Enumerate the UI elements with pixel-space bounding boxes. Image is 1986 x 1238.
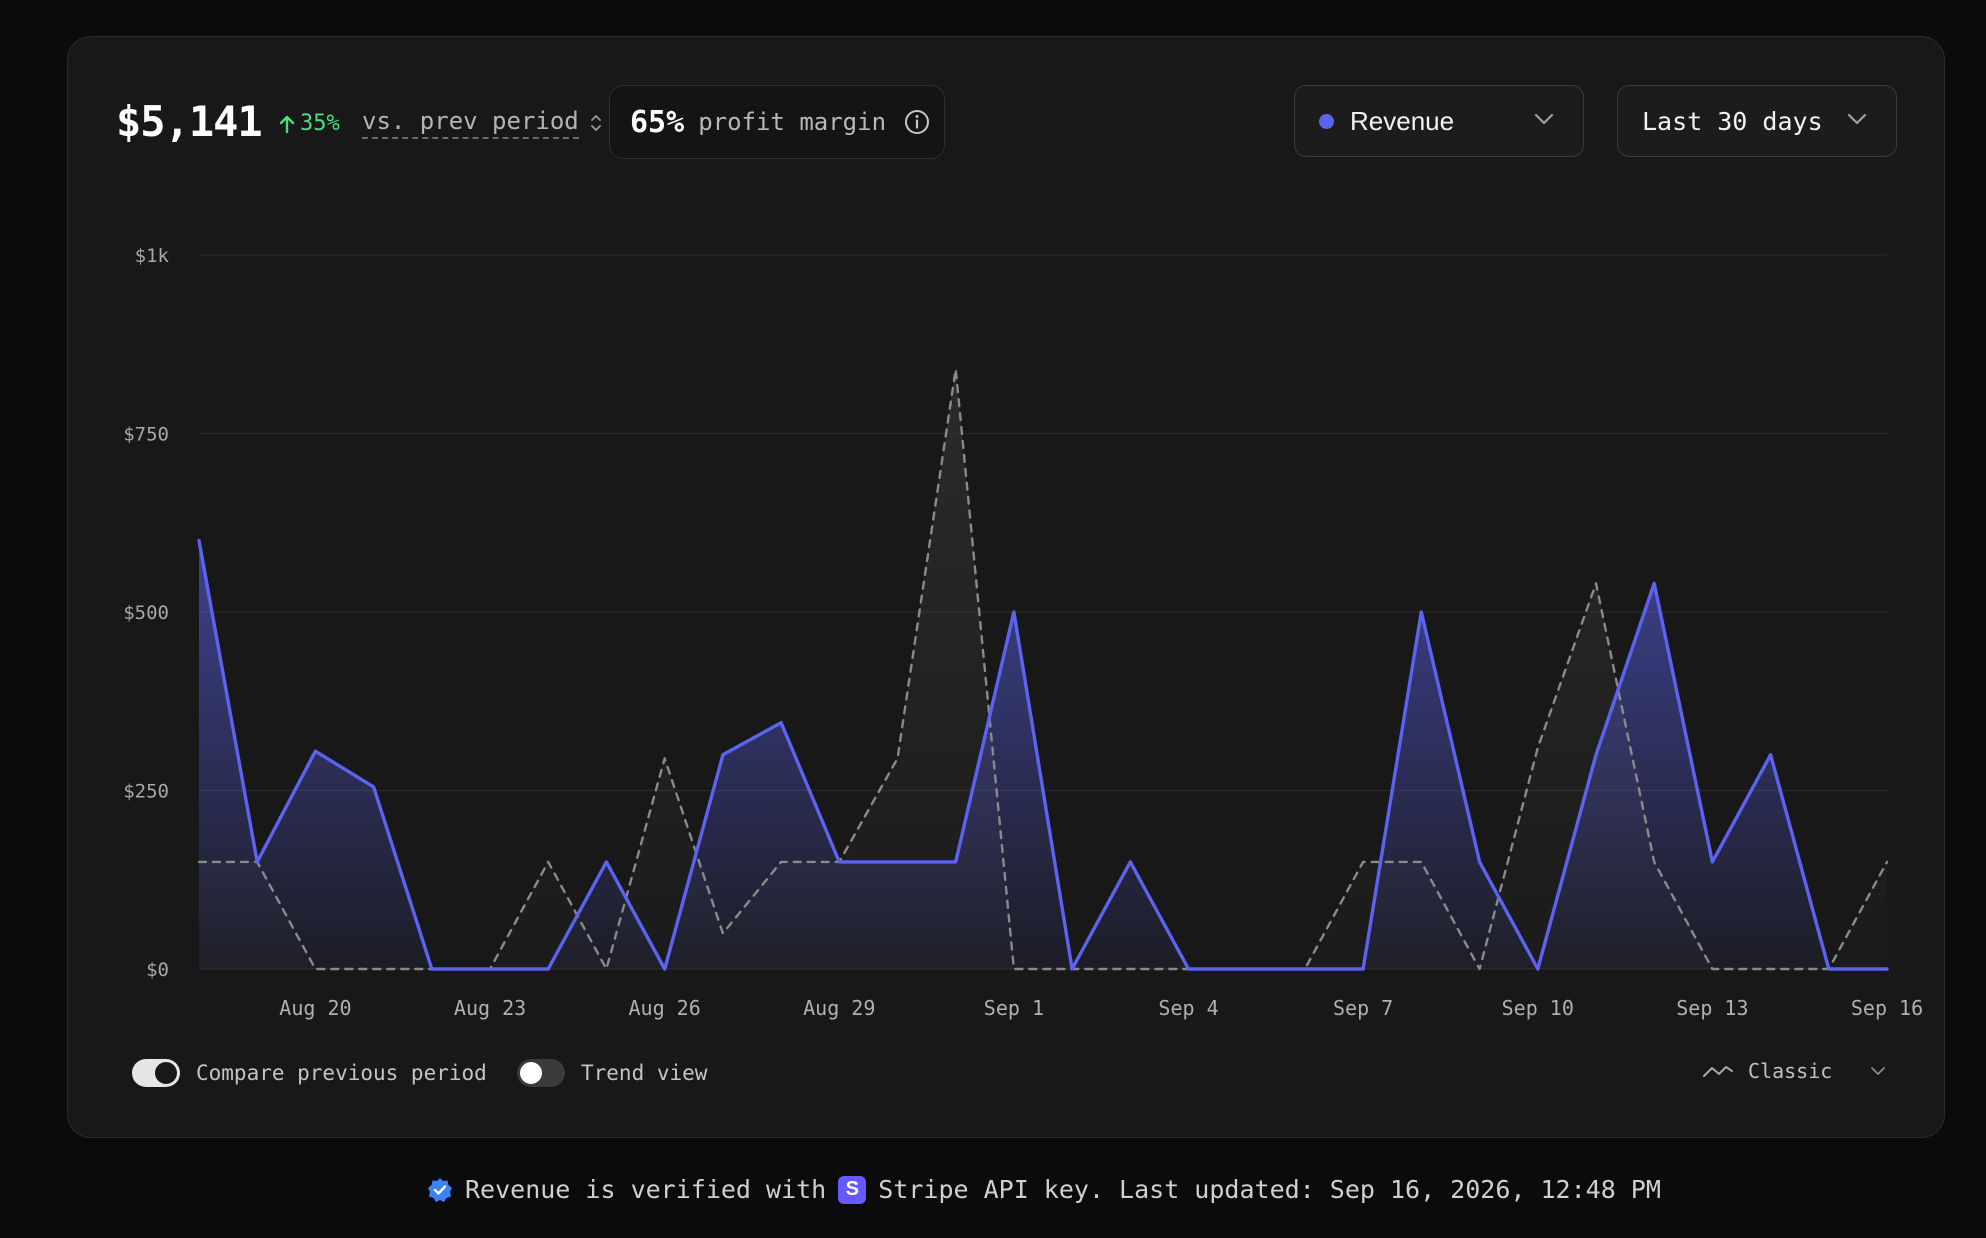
revenue-card: $5,141 35% vs. prev period 65% profit ma… xyxy=(67,36,1945,1138)
switch-knob xyxy=(155,1062,177,1084)
arrow-up-icon xyxy=(279,115,295,133)
verification-note: Revenue is verified with S Stripe API ke… xyxy=(427,1175,1661,1204)
x-tick-label: Sep 7 xyxy=(1333,996,1393,1020)
revenue-line xyxy=(197,538,1889,971)
x-tick-label: Aug 29 xyxy=(803,996,875,1020)
x-tick-label: Aug 20 xyxy=(279,996,351,1020)
metric-select[interactable]: Revenue xyxy=(1294,85,1584,157)
profit-margin-label: profit margin xyxy=(698,108,887,136)
compare-previous-toggle[interactable]: Compare previous period xyxy=(132,1059,487,1087)
y-tick-label: $250 xyxy=(123,781,169,803)
y-tick-label: $750 xyxy=(123,424,169,446)
info-icon[interactable] xyxy=(904,109,930,135)
revenue-area xyxy=(199,540,1887,969)
trend-switch[interactable] xyxy=(517,1059,565,1087)
x-tick-label: Sep 16 xyxy=(1851,996,1923,1020)
revenue-chart: $0 $250 $500 $750 $1k Aug 20 Aug 23 Aug 26 Aug 2… xyxy=(68,37,1946,1037)
metric-select-label: Revenue xyxy=(1350,105,1455,136)
total-revenue: $5,141 xyxy=(116,97,263,146)
x-tick-label: Sep 13 xyxy=(1676,996,1748,1020)
y-tick-label: $1k xyxy=(135,245,170,267)
x-tick-label: Sep 4 xyxy=(1158,996,1218,1020)
trend-toggle-label: Trend view xyxy=(581,1061,708,1085)
profit-margin-box: 65% profit margin xyxy=(609,85,945,159)
date-range-label: Last 30 days xyxy=(1642,106,1823,136)
x-tick-label: Aug 23 xyxy=(454,996,526,1020)
delta-value: 35% xyxy=(300,111,340,136)
compare-period-label: vs. prev period xyxy=(362,107,579,139)
profit-margin-value: 65% xyxy=(630,104,685,140)
chevron-down-icon xyxy=(1871,1067,1886,1075)
compare-switch[interactable] xyxy=(132,1059,180,1087)
line-chart-icon xyxy=(1703,1066,1733,1077)
stripe-logo-icon: S xyxy=(838,1175,867,1204)
y-tick-label: $0 xyxy=(146,959,169,981)
x-tick-label: Sep 1 xyxy=(984,996,1044,1020)
previous-period-line xyxy=(197,368,1889,971)
x-tick-label: Sep 10 xyxy=(1502,996,1574,1020)
chevron-down-icon xyxy=(1847,113,1867,125)
date-range-select[interactable]: Last 30 days xyxy=(1617,85,1897,157)
trend-view-toggle[interactable]: Trend view xyxy=(517,1059,707,1087)
revenue-chart-svg: $0 $250 $500 $750 $1k Aug 20 Aug 23 Aug 26 Aug 2… xyxy=(123,245,1923,1020)
verified-text-pre: Revenue is verified with xyxy=(465,1175,827,1204)
chevron-updown-icon xyxy=(590,115,601,131)
x-tick-label: Aug 26 xyxy=(629,996,701,1020)
chart-style-select[interactable]: Classic xyxy=(1702,1059,1886,1083)
compare-period-select[interactable]: vs. prev period xyxy=(362,107,603,139)
y-tick-label: $500 xyxy=(123,602,169,624)
delta-badge: 35% xyxy=(278,111,340,136)
compare-toggle-label: Compare previous period xyxy=(196,1061,487,1085)
chart-style-label: Classic xyxy=(1748,1059,1833,1083)
chevron-down-icon xyxy=(1534,113,1554,125)
switch-knob xyxy=(520,1062,542,1084)
card-header: $5,141 35% vs. prev period 65% profit ma… xyxy=(68,37,1944,197)
verified-text-post: Stripe API key. Last updated: Sep 16, 20… xyxy=(878,1175,1661,1204)
revenue-dot-icon xyxy=(1319,113,1334,129)
verified-badge-icon xyxy=(428,1177,452,1202)
